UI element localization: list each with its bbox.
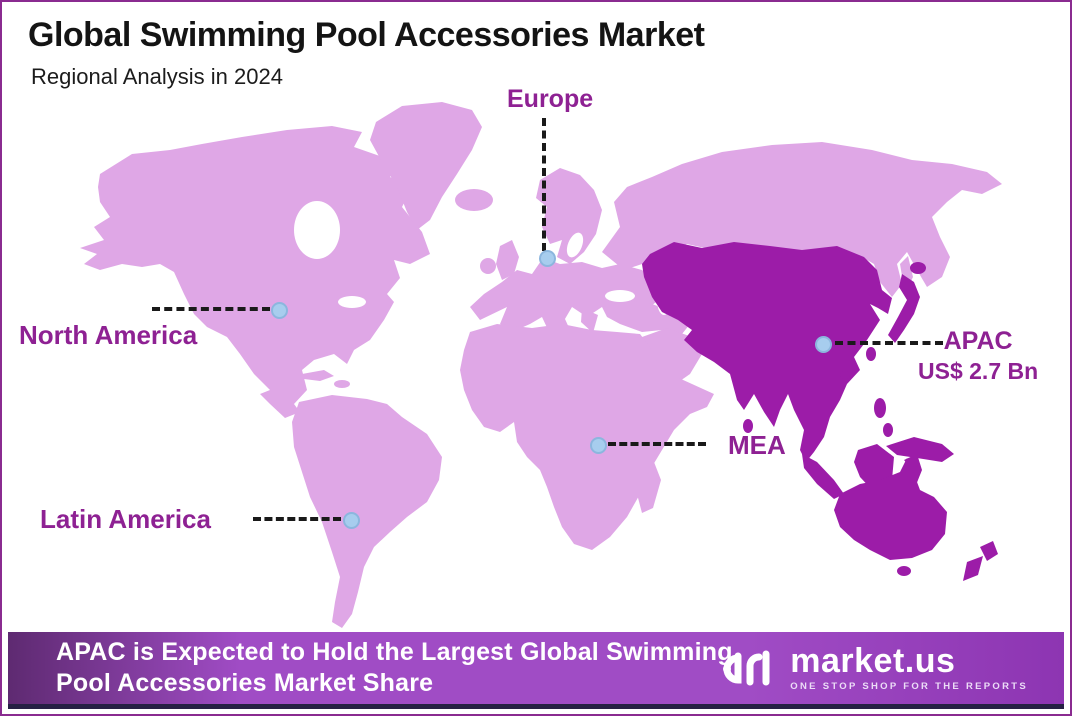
landmass-hokkaido: [910, 262, 926, 274]
landmass-europe: [470, 258, 662, 334]
leader-line-north-america: [152, 307, 270, 311]
landmass-philippines-luzon: [874, 398, 886, 418]
landmass-sri-lanka: [743, 419, 753, 433]
banner-text: APAC is Expected to Hold the Largest Glo…: [56, 637, 733, 699]
landmass-tasmania: [897, 566, 911, 576]
marker-apac: [815, 336, 832, 353]
banner-line-1: APAC is Expected to Hold the Largest Glo…: [56, 638, 733, 666]
landmass-scandinavia: [536, 168, 602, 264]
landmass-ireland: [480, 258, 496, 274]
landmass-greenland: [370, 102, 482, 230]
landmass-japan: [888, 274, 920, 343]
marker-north-america: [271, 302, 288, 319]
water-baltic-sea: [566, 232, 584, 258]
region-label-north-america: North America: [19, 320, 198, 350]
water-great-lakes: [338, 296, 366, 308]
market-us-logo: market.us ONE STOP SHOP FOR THE REPORTS: [716, 640, 1028, 696]
region-value-apac: US$ 2.7 Bn: [918, 358, 1039, 384]
region-label-latin-america: Latin America: [40, 504, 211, 534]
marker-europe: [539, 250, 556, 267]
landmass-taiwan: [866, 347, 876, 361]
landmass-sakhalin: [900, 256, 913, 294]
marker-latin-america: [343, 512, 360, 529]
page-title: Global Swimming Pool Accessories Market: [28, 16, 705, 54]
landmass-australia: [834, 458, 947, 560]
region-label-europe: Europe: [507, 85, 594, 113]
landmass-new-zealand-south: [963, 556, 983, 581]
landmass-hainan: [840, 371, 850, 379]
landmass-iceland: [455, 189, 493, 211]
landmass-madagascar: [637, 462, 661, 513]
page-subtitle: Regional Analysis in 2024: [31, 64, 283, 89]
landmass-sumatra: [802, 454, 844, 499]
landmass-hispaniola: [334, 380, 350, 388]
landmass-russia: [602, 142, 1002, 297]
landmass-north-america: [80, 126, 430, 418]
marker-mea: [590, 437, 607, 454]
landmass-south-america: [292, 395, 442, 628]
water-black-sea: [605, 290, 635, 302]
logo-brand: market.us: [790, 642, 956, 680]
market-us-logo-text: market.us ONE STOP SHOP FOR THE REPORTS: [790, 644, 1028, 692]
banner: APAC is Expected to Hold the Largest Glo…: [8, 632, 1064, 709]
landmass-middle-east: [602, 300, 690, 334]
logo-tagline: ONE STOP SHOP FOR THE REPORTS: [790, 681, 1028, 692]
region-label-apac: APAC US$ 2.7 Bn: [918, 327, 1038, 385]
region-label-mea: MEA: [728, 430, 786, 460]
leader-line-latin-america: [253, 517, 341, 521]
landmass-africa: [460, 324, 714, 550]
market-us-logo-icon: [723, 650, 770, 686]
landmass-balkans: [581, 308, 598, 333]
leader-line-europe: [542, 118, 546, 251]
landmass-asia-apac: [642, 242, 892, 462]
landmass-cuba: [302, 370, 334, 381]
landmass-new-zealand-north: [980, 541, 998, 561]
landmass-philippines-mindanao: [883, 423, 893, 437]
leader-line-apac: [835, 341, 943, 345]
region-label-apac-name: APAC: [943, 327, 1013, 355]
landmass-united-kingdom: [496, 240, 519, 280]
leader-line-mea: [608, 442, 706, 446]
water-hudson-bay: [294, 201, 340, 259]
landmass-new-guinea: [886, 437, 954, 462]
banner-line-2: Pool Accessories Market Share: [56, 669, 434, 697]
